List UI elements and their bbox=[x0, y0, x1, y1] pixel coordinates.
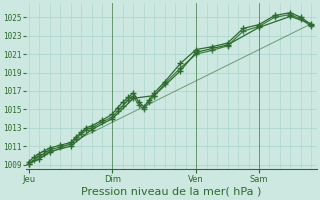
X-axis label: Pression niveau de la mer( hPa ): Pression niveau de la mer( hPa ) bbox=[81, 187, 261, 197]
